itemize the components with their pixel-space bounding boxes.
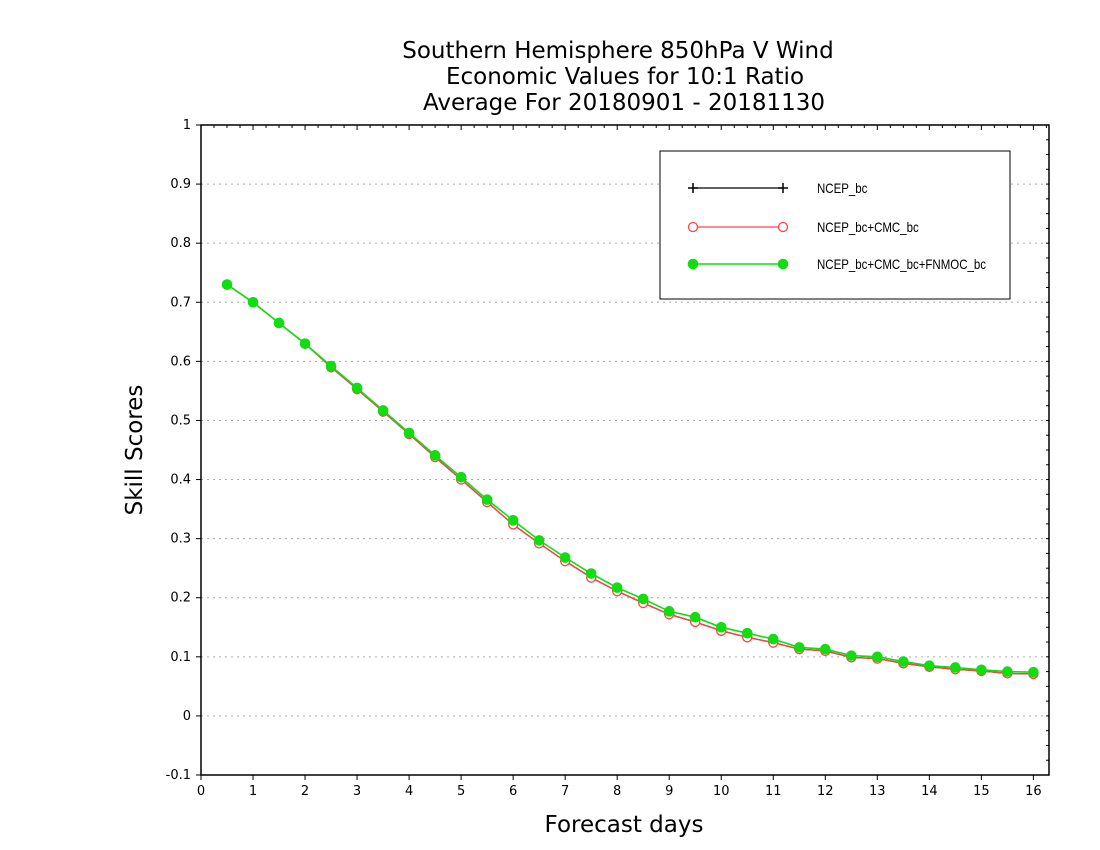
y-tick-label: 1 xyxy=(183,118,191,133)
legend-marker xyxy=(777,221,789,233)
data-point xyxy=(247,296,259,308)
x-tick-label: 12 xyxy=(817,784,834,799)
data-point xyxy=(898,656,909,667)
series-line xyxy=(226,283,1034,673)
data-point xyxy=(403,427,415,439)
chart-title-line-1: Southern Hemisphere 850hPa V Wind xyxy=(402,38,833,64)
y-tick-label: -0.1 xyxy=(166,768,191,783)
data-point xyxy=(273,317,285,329)
x-tick-label: 13 xyxy=(869,784,886,799)
legend-marker xyxy=(777,258,789,270)
legend-item: NCEP_bc+CMC_bc+FNMOC_bc xyxy=(687,256,987,272)
data-point xyxy=(924,660,935,671)
y-tick-label: 0.7 xyxy=(170,295,191,310)
data-point xyxy=(299,338,311,349)
legend: NCEP_bc NCEP_bc+CMC_bc NCEP_bc+CMC_bc+FNMO… xyxy=(659,150,1011,300)
x-tick-label: 3 xyxy=(353,784,361,799)
x-axis-label: Forecast days xyxy=(545,812,704,838)
x-tick-label: 2 xyxy=(301,784,309,799)
data-point xyxy=(767,633,779,645)
y-tick-label: 0.5 xyxy=(170,413,191,428)
data-point xyxy=(976,664,987,676)
y-axis-label: Skill Scores xyxy=(122,385,148,516)
legend-marker xyxy=(687,258,699,270)
chart-title-line-2: Economic Values for 10:1 Ratio xyxy=(446,64,804,90)
series-NCEP_bc+CMC_bc+FNMOC_bc xyxy=(221,279,1039,678)
data-point xyxy=(637,593,649,605)
legend-marker xyxy=(687,221,699,233)
x-tick-label: 6 xyxy=(509,784,517,799)
data-point xyxy=(846,650,857,661)
series-group xyxy=(221,279,1039,680)
data-point xyxy=(429,450,441,461)
data-point xyxy=(793,642,805,653)
chart-title-line-3: Average For 20180901 - 20181130 xyxy=(423,90,825,116)
x-tick-label: 11 xyxy=(765,784,782,799)
data-point xyxy=(559,552,571,563)
data-point xyxy=(715,621,727,633)
x-tick-label: 10 xyxy=(713,784,730,799)
data-point xyxy=(533,535,545,546)
data-point xyxy=(507,515,519,526)
data-point xyxy=(950,662,961,673)
x-tick-label: 1 xyxy=(249,784,257,799)
legend-box xyxy=(659,150,1011,300)
x-tick-label: 16 xyxy=(1025,784,1042,799)
legend-label: NCEP_bc xyxy=(817,180,868,196)
data-point xyxy=(611,582,623,593)
plot-frame xyxy=(200,124,1050,776)
data-point xyxy=(819,643,831,655)
y-tick-label: 0.3 xyxy=(170,532,191,547)
data-point xyxy=(455,471,467,483)
y-tick-label: 0.9 xyxy=(170,177,191,192)
data-point xyxy=(221,279,233,290)
x-tick-label: 5 xyxy=(457,784,465,799)
data-point xyxy=(351,382,363,394)
y-tick-label: 0.4 xyxy=(170,473,191,488)
y-tick-label: 0 xyxy=(183,709,191,724)
legend-item: NCEP_bc+CMC_bc xyxy=(687,219,919,235)
x-tick-label: 9 xyxy=(665,784,673,799)
x-tick-label: 0 xyxy=(197,784,205,799)
x-tick-label: 4 xyxy=(405,784,413,799)
data-point xyxy=(585,568,597,579)
series-line xyxy=(226,283,1034,675)
x-axis-ticks: 0 1 2 3 4 5 6 7 8 9 10 11 12 13 14 15 16 xyxy=(197,125,1047,799)
legend-item: NCEP_bc xyxy=(688,180,868,196)
legend-marker xyxy=(778,183,788,193)
y-tick-label: 0.2 xyxy=(170,591,191,606)
y-tick-label: 0.1 xyxy=(170,650,191,665)
legend-label: NCEP_bc+CMC_bc xyxy=(817,219,919,235)
y-tick-label: 0.8 xyxy=(170,236,191,251)
data-point xyxy=(689,611,701,623)
data-point xyxy=(325,360,337,372)
data-point xyxy=(1028,666,1039,678)
x-tick-label: 14 xyxy=(921,784,938,799)
data-point xyxy=(741,627,753,639)
x-tick-label: 7 xyxy=(561,784,569,799)
data-point xyxy=(1002,666,1013,677)
x-tick-label: 8 xyxy=(613,784,621,799)
data-point xyxy=(872,651,883,663)
x-tick-label: 15 xyxy=(973,784,990,799)
data-point xyxy=(481,494,493,505)
data-point xyxy=(377,405,389,416)
legend-label: NCEP_bc+CMC_bc+FNMOC_bc xyxy=(817,256,987,272)
legend-marker xyxy=(688,183,698,193)
data-point xyxy=(663,606,675,617)
y-tick-label: 0.6 xyxy=(170,354,191,369)
series-line xyxy=(226,283,1034,675)
y-axis-ticks: -0.1 0 0.1 0.2 0.3 0.4 0.5 0.6 0.7 0.8 0.9 1 xyxy=(166,118,1049,783)
